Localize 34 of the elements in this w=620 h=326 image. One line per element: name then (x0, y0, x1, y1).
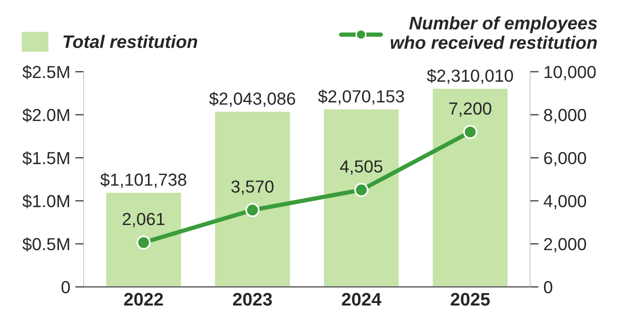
y2-tick-label: 2,000 (544, 238, 586, 252)
y-tick-label: $2.5M (22, 65, 70, 80)
data-label: 3,570 (231, 180, 274, 195)
data-label: $2,070,153 (318, 89, 404, 105)
bar (214, 110, 292, 287)
point (245, 202, 260, 218)
point (136, 235, 151, 250)
y2-tick-label: 10,000 (544, 66, 596, 80)
data-label: 4,505 (340, 160, 382, 175)
legend-label: Number of employees who received restitution (390, 16, 597, 49)
x-tick-label: 2023 (233, 292, 272, 306)
x-tick-label: 2022 (124, 292, 163, 306)
bar (431, 87, 510, 287)
data-label: 2,061 (122, 212, 164, 228)
data-label: 7,200 (449, 102, 492, 117)
data-label: $1,101,738 (100, 172, 186, 188)
bar (322, 108, 400, 287)
y2-tick-label: 4,000 (544, 194, 586, 210)
y2-tick-label: 6,000 (544, 152, 586, 166)
y-tick-label: $2.0M (22, 108, 70, 122)
x-tick-label: 2024 (342, 292, 382, 306)
point (463, 124, 478, 140)
y2-tick-label: 8,000 (544, 108, 586, 124)
x-tick-label: 2025 (450, 292, 490, 306)
y-tick-label: $0.5M (22, 237, 70, 252)
bar (104, 191, 182, 287)
legend-label: Total restitution (63, 34, 198, 48)
data-label: $2,310,010 (426, 68, 513, 84)
point (354, 182, 368, 198)
y-tick-label: $1.0M (22, 194, 70, 208)
y-tick-label: $1.5M (22, 151, 70, 166)
y2-tick-label: 0 (544, 281, 552, 294)
y-tick-label: 0 (62, 281, 70, 294)
data-label: $2,043,086 (209, 92, 296, 107)
